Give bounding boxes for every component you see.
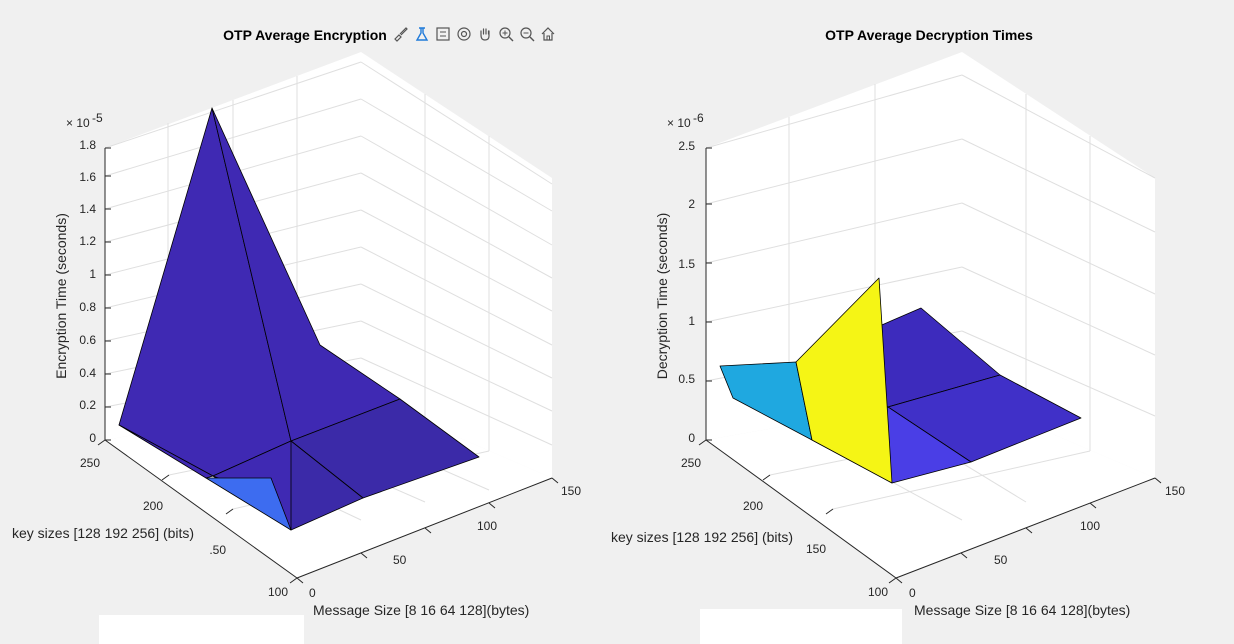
z-tick-label: 0.4 [79, 366, 96, 380]
y-tick-label: 250 [681, 456, 701, 470]
encryption-axes[interactable]: 0 0.2 0.4 0.6 0.8 1 1.2 1.4 1.6 1.8 × 10… [12, 27, 581, 618]
z-tick-label: 0.8 [79, 300, 96, 314]
zoom-in-icon[interactable] [497, 24, 515, 44]
x-tick-label: 50 [393, 553, 407, 567]
x-tick-marks [296, 477, 559, 584]
z-tick-label: 0 [89, 431, 96, 445]
z-exponent-power: -5 [92, 111, 103, 125]
back-wall-right [361, 52, 552, 478]
encryption-surface[interactable] [118, 107, 480, 531]
rotate-3d-icon[interactable] [455, 24, 473, 44]
z-tick-labels: 0 0.2 0.4 0.6 0.8 1 1.2 1.4 1.6 1.8 [79, 138, 96, 445]
y-axis-label: key sizes [128 192 256] (bits) [12, 525, 194, 541]
z-tick-label: 1.4 [79, 202, 96, 216]
decryption-axes[interactable]: 0 0.5 1 1.5 2 2.5 × 10 -6 250 200 150 10… [611, 27, 1185, 618]
back-wall-right [962, 52, 1155, 478]
z-tick-label: 1.6 [79, 170, 96, 184]
home-icon[interactable] [539, 24, 557, 44]
z-tick-labels: 0 0.5 1 1.5 2 2.5 [678, 139, 695, 445]
decryption-surface[interactable] [719, 277, 1082, 484]
z-exponent-base: × 10 [667, 116, 691, 130]
z-tick-label: 1 [688, 314, 695, 328]
y-tick-label: 200 [743, 499, 763, 513]
x-axis-label: Message Size [8 16 64 128](bytes) [914, 602, 1130, 618]
y-tick-label: 200 [143, 499, 163, 513]
chart-title: OTP Average Decryption Times [825, 27, 1033, 43]
datatip-icon[interactable] [413, 24, 431, 44]
y-tick-marks [698, 439, 897, 584]
y-axis-label: key sizes [128 192 256] (bits) [611, 529, 793, 545]
x-tick-labels: 0 50 100 150 [309, 484, 581, 600]
z-exponent-power: -6 [693, 111, 704, 125]
x-tick-label: 150 [1165, 484, 1185, 498]
axes-toolbar [392, 24, 557, 44]
x-tick-label: 50 [994, 553, 1008, 567]
zoom-out-icon[interactable] [518, 24, 536, 44]
axis-lines [104, 148, 553, 579]
z-tick-label: 0.2 [79, 398, 96, 412]
axis-lines [705, 148, 1156, 579]
z-axis-label: Decryption Time (seconds) [654, 213, 670, 380]
chart-title: OTP Average Encryption [223, 27, 387, 43]
pan-icon[interactable] [476, 24, 494, 44]
surface-patch [118, 424, 214, 479]
y-tick-label: 100 [268, 585, 288, 599]
z-tick-label: 1.8 [79, 138, 96, 152]
x-tick-marks [895, 477, 1162, 584]
z-tick-label: 0.6 [79, 333, 96, 347]
y-tick-labels: 250 200 .50 100 [80, 456, 288, 599]
y-tick-label: .50 [209, 543, 226, 557]
x-tick-label: 0 [309, 586, 316, 600]
surface-patch [205, 477, 292, 531]
bottom-panel-right [700, 609, 902, 644]
y-tick-label: 250 [80, 456, 100, 470]
y-tick-labels: 250 200 150 100 [681, 456, 888, 599]
z-tick-label: 2.5 [678, 139, 695, 153]
brush-icon[interactable] [392, 24, 410, 44]
z-axis-label: Encryption Time (seconds) [53, 213, 69, 379]
z-tick-label: 2 [688, 197, 695, 211]
y-tick-label: 100 [868, 585, 888, 599]
y-tick-label: 150 [806, 542, 826, 556]
x-tick-labels: 0 50 100 150 [909, 484, 1185, 600]
z-tick-label: 0 [688, 431, 695, 445]
z-tick-marks [105, 147, 111, 441]
z-tick-label: 1.5 [678, 257, 695, 271]
z-tick-label: 1.2 [79, 234, 96, 248]
x-tick-label: 0 [909, 586, 916, 600]
z-tick-marks [706, 147, 712, 441]
x-tick-label: 100 [477, 519, 497, 533]
bottom-panel-left [99, 615, 304, 644]
z-exponent-base: × 10 [66, 116, 90, 130]
x-tick-label: 100 [1080, 519, 1100, 533]
surface-patch [795, 277, 893, 484]
x-axis-label: Message Size [8 16 64 128](bytes) [313, 602, 529, 618]
x-tick-label: 150 [561, 484, 581, 498]
z-tick-label: 1 [89, 267, 96, 281]
y-tick-marks [97, 439, 298, 584]
z-tick-label: 0.5 [678, 372, 695, 386]
legend-icon[interactable] [434, 24, 452, 44]
